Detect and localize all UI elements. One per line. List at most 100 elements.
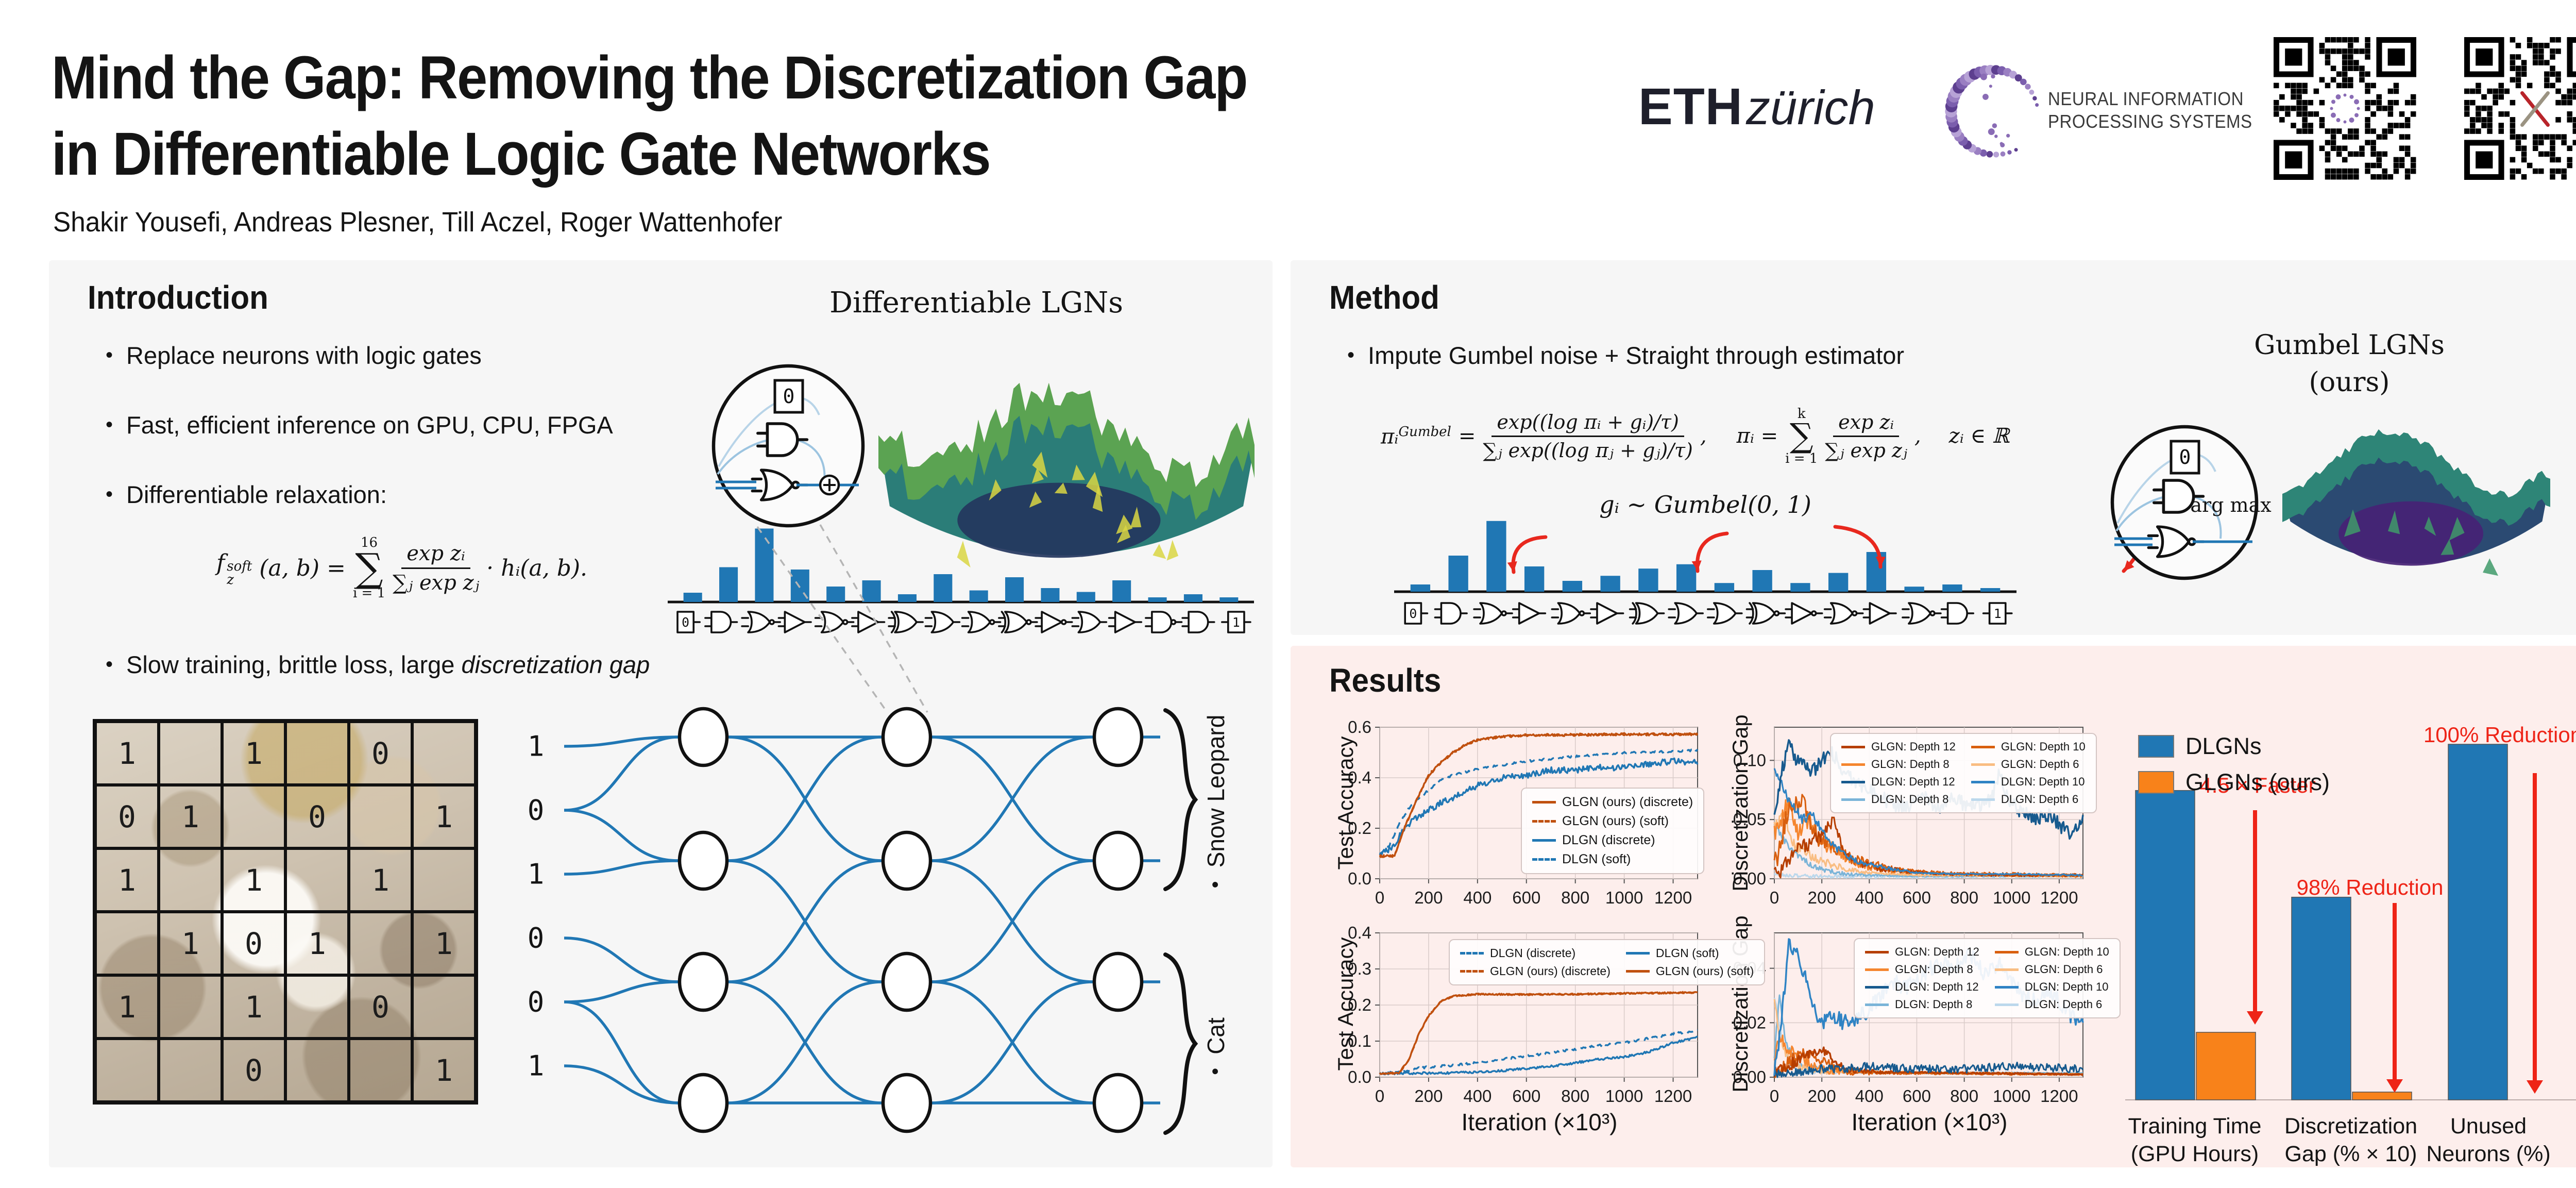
bar-category-label: Unused Neurons (%) (2426, 1112, 2550, 1168)
grid-cell: 0 (222, 1039, 285, 1102)
gumbel-lgn-title: Gumbel LGNs (2254, 330, 2445, 361)
softmax-fraction: exp zᵢ ∑ⱼ exp zⱼ (393, 542, 479, 595)
comma1: , (1700, 424, 1707, 448)
legend-entry: DLGN: Depth 12 (1841, 775, 1956, 789)
sum-top-2: k (1797, 406, 1806, 422)
bar-legend-label: GLGNs (ours) (2185, 769, 2330, 795)
grid-cell (95, 912, 159, 975)
legend-entry: DLGN: Depth 6 (1971, 793, 2086, 806)
class-label-cat: Cat (1202, 1017, 1230, 1075)
legend-label: GLGN (ours) (discrete) (1562, 795, 1693, 809)
bar-annotation: 100% Reduction (2423, 723, 2576, 747)
gumbel-noise-label: gᵢ ~ Gumbel(0, 1) (1599, 491, 1811, 518)
legend-label: DLGN: Depth 6 (2001, 793, 2079, 806)
legend-line-sample (1841, 763, 1865, 766)
legend-line-sample (1625, 952, 1650, 955)
intro-formula: f soft z (a, b) = 16 ∑ i = 1 exp zᵢ ∑ⱼ exp zⱼ… (216, 536, 587, 600)
grid-cell (412, 975, 476, 1039)
pi-i: πᵢ (1381, 425, 1399, 449)
grid-cell (412, 848, 476, 912)
bar-category-line2: (GPU Hours) (2130, 1142, 2259, 1166)
legend-label: GLGN: Depth 12 (1895, 945, 1979, 958)
plot-legend-discretization-gap-top: GLGN: Depth 12 GLGN: Depth 10 GLGN: Depth … (1830, 733, 2097, 813)
legend-line-sample (1841, 798, 1865, 801)
intro-bullet-2: Fast, efficient inference on GPU, CPU, F… (106, 411, 613, 439)
grid-cell (285, 1039, 349, 1102)
legend-entry: DLGN: Depth 8 (1865, 998, 1979, 1011)
intro-bullet-3: Differentiable relaxation: (106, 480, 387, 509)
grid-cell (159, 722, 222, 785)
legend-line-sample (1865, 950, 1889, 953)
legend-line-sample (1865, 985, 1889, 989)
input-bit: 1 (527, 858, 545, 891)
sum-top: 16 (360, 535, 378, 550)
eth-logo-city: zürich (1746, 80, 1875, 135)
legend-entry: GLGN: Depth 6 (1994, 963, 2109, 976)
grid-cell: 1 (222, 848, 285, 912)
legend-line-sample (1460, 970, 1484, 973)
legend-entry: DLGN: Depth 8 (1841, 793, 1956, 806)
qr-code (2460, 33, 2576, 184)
legend-entry: DLGN: Depth 6 (1994, 998, 2109, 1011)
legend-entry: GLGN: Depth 12 (1841, 740, 1956, 754)
gumbel-den: ∑ⱼ exp((log πⱼ + gⱼ)/τ) (1483, 439, 1693, 462)
frac-den: ∑ⱼ exp zⱼ (393, 571, 480, 595)
frac-num: exp zᵢ (401, 542, 470, 569)
grid-cell (285, 722, 349, 785)
plot-legend-test-accuracy-top: GLGN (ours) (discrete) GLGN (ours) (soft)… (1521, 788, 1705, 874)
legend-entry: DLGN (discrete) (1532, 833, 1693, 848)
grid-cell (285, 848, 349, 912)
neurips-line1: NEURAL INFORMATION (2048, 88, 2244, 109)
legend-line-sample (1971, 745, 1995, 748)
frac-num-2: exp zᵢ (1833, 411, 1900, 437)
formula-args: (a, b) (259, 555, 320, 581)
grid-cell (349, 912, 412, 975)
legend-entry: DLGN: Depth 10 (1994, 980, 2109, 994)
equals: = (327, 555, 346, 581)
grid-cell: 1 (95, 975, 159, 1039)
legend-line-sample (1994, 985, 2019, 989)
legend-label: DLGN (discrete) (1562, 833, 1655, 847)
legend-label: GLGN (ours) (soft) (1562, 814, 1669, 828)
legend-line-sample (1971, 763, 1995, 766)
f-sup: soft (227, 558, 252, 574)
grid-cell: 1 (159, 785, 222, 848)
legend-line-sample (1994, 968, 2019, 971)
grid-cell (349, 1039, 412, 1102)
argmax-label: arg max (2190, 494, 2272, 516)
legend-line-sample (1841, 780, 1865, 783)
bar-legend-swatch (2138, 735, 2174, 758)
legend-label: DLGN: Depth 12 (1871, 775, 1955, 788)
method-formula: πᵢGumbel = exp((log πᵢ + gᵢ)/τ) ∑ⱼ exp((l… (1381, 407, 2009, 465)
legend-label: DLGN (discrete) (1490, 946, 1576, 960)
grid-cell: 1 (222, 722, 285, 785)
grid-cell: 0 (222, 912, 285, 975)
grid-cell: 1 (222, 975, 285, 1039)
legend-line-sample (1460, 952, 1484, 955)
legend-line-sample (1532, 801, 1556, 804)
bar-chart-legend: DLGNs GLGNs (ours) (2138, 733, 2330, 796)
legend-entry: DLGN (discrete) (1460, 946, 1611, 960)
intro-bullet-slow-pre: Slow training, brittle loss, large (126, 651, 462, 678)
poster-title-line1: Mind the Gap: Removing the Discretizatio… (52, 44, 1248, 112)
sigma-2: ∑ (1789, 417, 1814, 455)
grid-cell (222, 785, 285, 848)
grid-cell: 0 (95, 785, 159, 848)
equals2: = (1458, 424, 1476, 448)
legend-label: GLGN: Depth 10 (2024, 945, 2109, 958)
comma2: , (1914, 424, 1921, 448)
legend-label: GLGN: Depth 6 (2024, 963, 2103, 976)
grid-cell: 0 (285, 785, 349, 848)
legend-label: GLGN: Depth 12 (1871, 740, 1956, 753)
bar-annotation: 4.5 × Faster (2199, 773, 2316, 797)
grid-cell (412, 722, 476, 785)
intro-bullet-slow: Slow training, brittle loss, large discr… (106, 650, 650, 679)
sum-bot: i = 1 (352, 585, 386, 601)
legend-line-sample (1994, 1003, 2019, 1006)
bar-category-line2: Neurons (%) (2426, 1142, 2551, 1166)
eth-logo: ETHzürich (1638, 77, 1875, 137)
bar-legend-entry: DLGNs (2138, 733, 2330, 760)
bar-category-line1: Discretization (2284, 1114, 2418, 1139)
legend-label: DLGN: Depth 12 (1895, 980, 1979, 993)
